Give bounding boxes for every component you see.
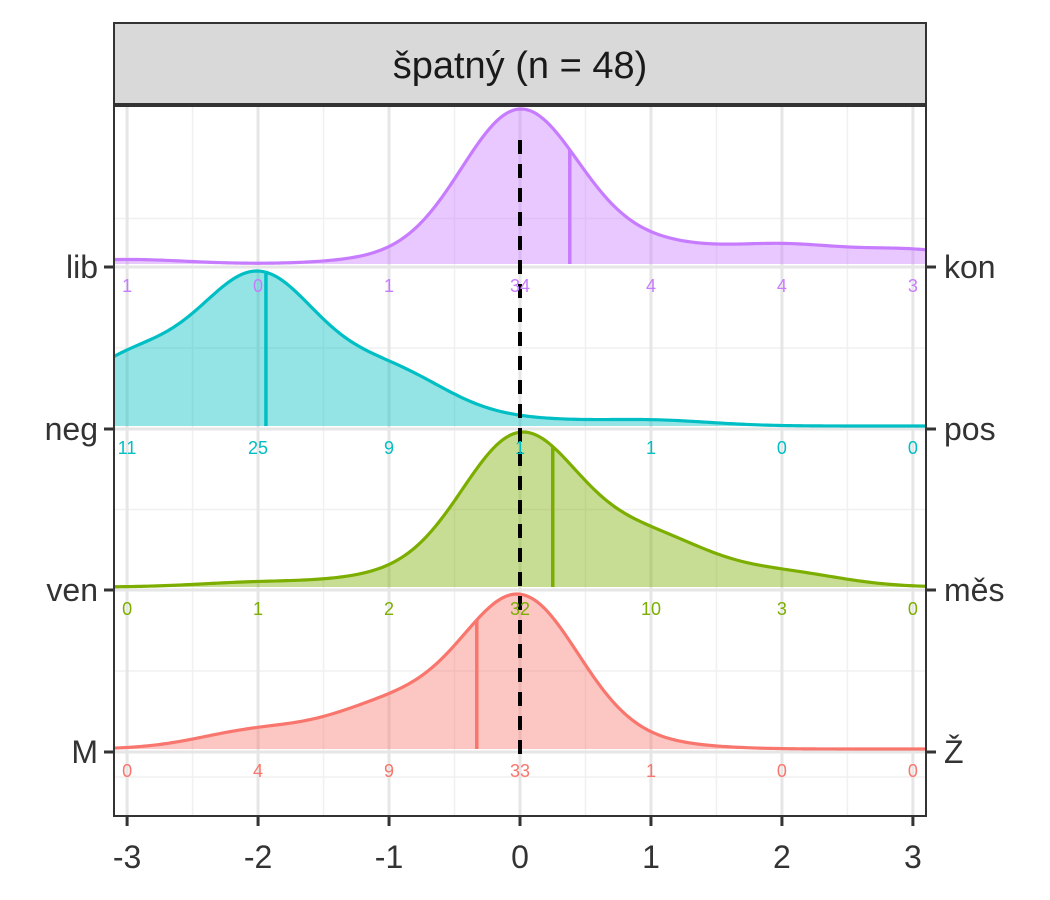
left-axis-label: ven: [46, 572, 98, 608]
left-axis-label: M: [71, 734, 98, 770]
x-tick-label: 3: [904, 839, 922, 875]
strip-title: špatný (n = 48): [393, 45, 648, 87]
x-tick-label: 2: [773, 839, 791, 875]
count-label: 0: [908, 761, 918, 781]
count-label: 1: [646, 438, 656, 458]
count-label: 34: [510, 276, 530, 296]
x-tick-label: -2: [244, 839, 272, 875]
left-axis-label: neg: [45, 411, 98, 447]
x-tick-label: -3: [113, 839, 141, 875]
count-label: 9: [384, 761, 394, 781]
count-label: 3: [777, 599, 787, 619]
count-label: 0: [122, 599, 132, 619]
count-label: 0: [122, 761, 132, 781]
count-label: 33: [510, 761, 530, 781]
count-label: 11: [118, 438, 137, 458]
count-label: 2: [384, 599, 394, 619]
count-label: 9: [384, 438, 394, 458]
right-axis-label: měs: [944, 572, 1004, 608]
count-label: 1: [122, 276, 132, 296]
density-line: [113, 107, 927, 265]
density-line: [113, 592, 926, 751]
right-axis-label: pos: [944, 411, 996, 447]
strip-background: [113, 22, 927, 105]
count-label: 4: [777, 276, 787, 296]
count-label: 0: [908, 599, 918, 619]
count-label: 0: [777, 438, 787, 458]
count-labels: 0 4 9 33 1 0 00 1 2 32 10 3 011 25 9 1 1 0 01 0 1 34 4 4 3: [118, 276, 918, 781]
density-area: [114, 109, 926, 264]
series-lib-kon: [113, 107, 927, 265]
count-label: 1: [646, 761, 656, 781]
count-label: 10: [641, 599, 661, 619]
count-label: 3: [908, 276, 918, 296]
density-area: [114, 271, 926, 426]
x-tick-label: 1: [642, 839, 660, 875]
right-axis-label: Ž: [944, 734, 964, 770]
count-label: 1: [384, 276, 394, 296]
count-label: 0: [908, 438, 918, 458]
count-label: 25: [248, 438, 268, 458]
right-axis-label: kon: [944, 249, 996, 285]
count-label: 0: [253, 276, 263, 296]
left-axis-label: lib: [66, 249, 98, 285]
count-label: 4: [646, 276, 656, 296]
count-label: 1: [515, 438, 525, 458]
count-label: 32: [510, 599, 530, 619]
count-label: 0: [777, 761, 787, 781]
count-label: 4: [253, 761, 263, 781]
count-label: 1: [253, 599, 263, 619]
x-tick-label: -1: [375, 839, 403, 875]
x-tick-label: 0: [511, 839, 529, 875]
